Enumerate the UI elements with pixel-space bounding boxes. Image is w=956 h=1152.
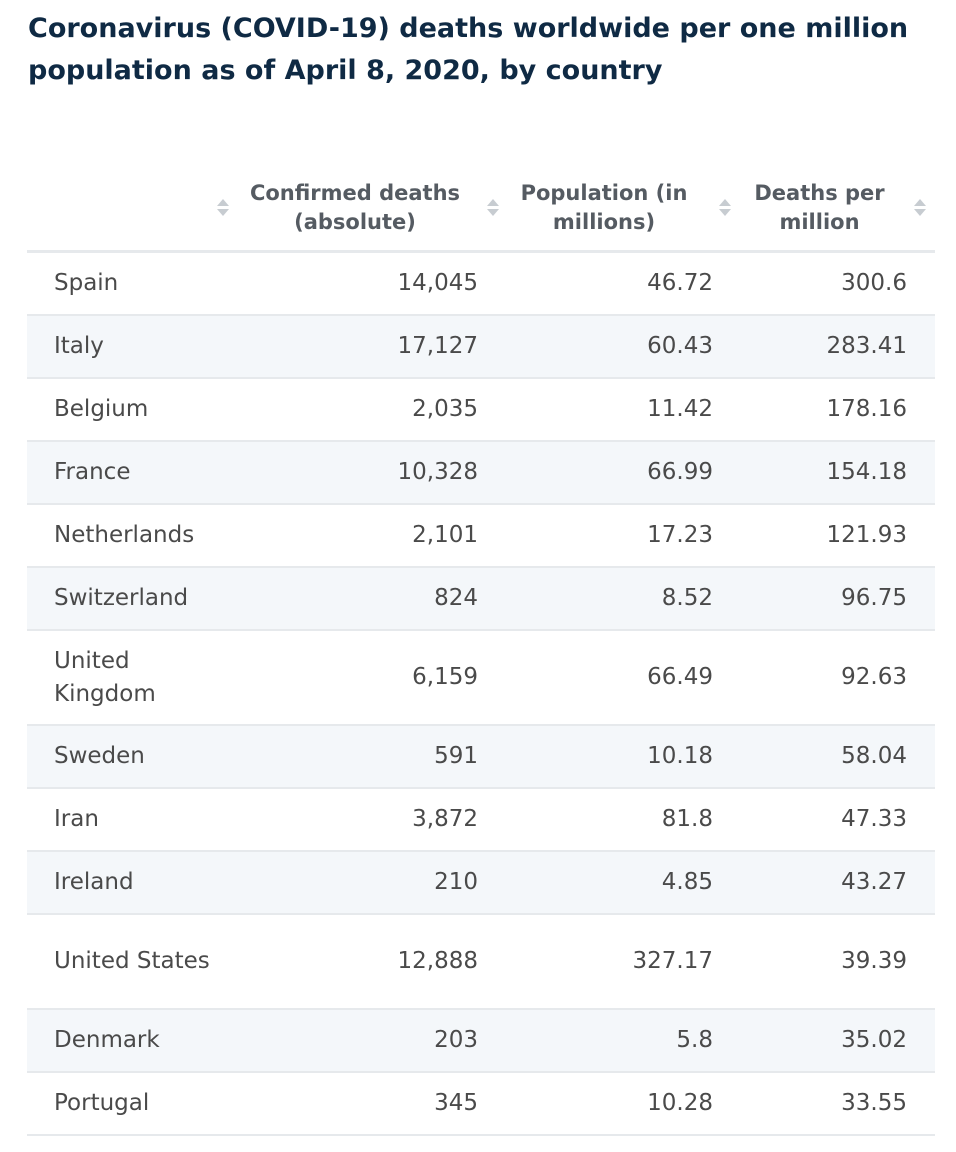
cell-population: 81.8 <box>661 806 713 832</box>
cell-population: 10.18 <box>647 743 713 769</box>
cell-confirmed-deaths: 17,127 <box>397 333 478 359</box>
cell-confirmed-deaths: 824 <box>434 585 478 611</box>
cell-confirmed-deaths: 14,045 <box>397 270 478 296</box>
cell-country: Ireland <box>54 869 134 895</box>
table-row: Switzerland 824 8.52 96.75 <box>27 568 935 631</box>
cell-country: Sweden <box>54 743 145 769</box>
chart-title: Coronavirus (COVID-19) deaths worldwide … <box>28 13 909 86</box>
table-row: Sweden 591 10.18 58.04 <box>27 726 935 789</box>
cell-deaths-per-million: 58.04 <box>841 743 907 769</box>
table-row: United Kingdom 6,159 66.49 92.63 <box>27 631 935 726</box>
cell-country: France <box>54 459 131 485</box>
cell-population: 66.49 <box>647 664 713 690</box>
cell-deaths-per-million: 121.93 <box>826 522 907 548</box>
cell-deaths-per-million: 47.33 <box>841 806 907 832</box>
cell-population: 11.42 <box>647 396 713 422</box>
cell-deaths-per-million: 154.18 <box>826 459 907 485</box>
header-deaths-per-million[interactable]: Deaths per million <box>734 179 935 237</box>
cell-country: United Kingdom <box>54 647 156 707</box>
cell-population: 4.85 <box>661 869 713 895</box>
header-population[interactable]: Population (in millions) <box>500 179 734 237</box>
cell-confirmed-deaths: 2,035 <box>412 396 478 422</box>
table-row: United States 12,888 327.17 39.39 <box>27 915 935 1010</box>
table-row: Netherlands 2,101 17.23 121.93 <box>27 505 935 568</box>
cell-confirmed-deaths: 2,101 <box>412 522 478 548</box>
cell-population: 66.99 <box>647 459 713 485</box>
cell-confirmed-deaths: 6,159 <box>412 664 478 690</box>
header-confirmed-deaths-label: Confirmed deaths (absolute) <box>249 180 461 234</box>
cell-population: 17.23 <box>647 522 713 548</box>
cell-confirmed-deaths: 345 <box>434 1090 478 1116</box>
table-row: Spain 14,045 46.72 300.6 <box>27 253 935 316</box>
header-country[interactable] <box>27 193 232 222</box>
cell-population: 5.8 <box>676 1027 713 1053</box>
cell-confirmed-deaths: 3,872 <box>412 806 478 832</box>
cell-population: 327.17 <box>632 948 713 974</box>
cell-confirmed-deaths: 203 <box>434 1027 478 1053</box>
table-body: Spain 14,045 46.72 300.6 Italy 17,127 60.43 283… <box>27 253 935 1136</box>
header-confirmed-deaths[interactable]: Confirmed deaths (absolute) <box>232 179 500 237</box>
cell-deaths-per-million: 39.39 <box>841 948 907 974</box>
cell-population: 60.43 <box>647 333 713 359</box>
table-row: Ireland 210 4.85 43.27 <box>27 852 935 915</box>
sort-icon[interactable] <box>486 196 500 220</box>
sort-icon[interactable] <box>718 196 732 220</box>
cell-deaths-per-million: 33.55 <box>841 1090 907 1116</box>
cell-country: Spain <box>54 270 119 296</box>
cell-population: 46.72 <box>647 270 713 296</box>
cell-deaths-per-million: 283.41 <box>826 333 907 359</box>
table-row: Portugal 345 10.28 33.55 <box>27 1073 935 1136</box>
cell-population: 10.28 <box>647 1090 713 1116</box>
cell-country: Portugal <box>54 1090 150 1116</box>
cell-country: Iran <box>54 806 99 832</box>
cell-confirmed-deaths: 210 <box>434 869 478 895</box>
cell-country: Italy <box>54 333 104 359</box>
header-population-label: Population (in millions) <box>520 180 688 234</box>
data-table: Confirmed deaths (absolute) Population (… <box>27 165 935 1136</box>
cell-country: Netherlands <box>54 522 195 548</box>
cell-confirmed-deaths: 12,888 <box>397 948 478 974</box>
cell-deaths-per-million: 96.75 <box>841 585 907 611</box>
cell-deaths-per-million: 300.6 <box>841 270 907 296</box>
table-row: Italy 17,127 60.43 283.41 <box>27 316 935 379</box>
sort-icon[interactable] <box>216 196 230 220</box>
header-deaths-per-million-label: Deaths per million <box>754 180 885 234</box>
cell-deaths-per-million: 178.16 <box>826 396 907 422</box>
cell-country: Belgium <box>54 396 149 422</box>
table-row: Denmark 203 5.8 35.02 <box>27 1010 935 1073</box>
cell-confirmed-deaths: 10,328 <box>397 459 478 485</box>
cell-country: Denmark <box>54 1027 160 1053</box>
table-row: Belgium 2,035 11.42 178.16 <box>27 379 935 442</box>
cell-deaths-per-million: 92.63 <box>841 664 907 690</box>
table-row: France 10,328 66.99 154.18 <box>27 442 935 505</box>
cell-deaths-per-million: 35.02 <box>841 1027 907 1053</box>
cell-population: 8.52 <box>661 585 713 611</box>
sort-icon[interactable] <box>913 196 927 220</box>
table-header: Confirmed deaths (absolute) Population (… <box>27 165 935 253</box>
cell-country: Switzerland <box>54 585 189 611</box>
table-row: Iran 3,872 81.8 47.33 <box>27 789 935 852</box>
cell-confirmed-deaths: 591 <box>434 743 478 769</box>
cell-country: United States <box>54 948 210 974</box>
cell-deaths-per-million: 43.27 <box>841 869 907 895</box>
